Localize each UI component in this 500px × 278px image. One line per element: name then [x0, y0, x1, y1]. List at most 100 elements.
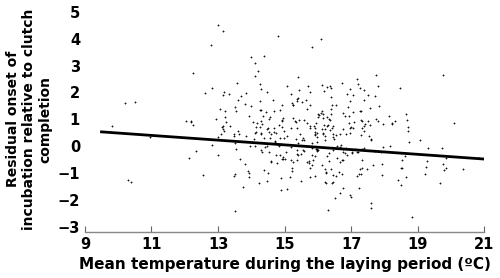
Point [314, 112, 322, 116]
Point [328, 126, 336, 130]
Point [313, 148, 321, 152]
Point [288, 165, 296, 170]
Point [217, 132, 225, 136]
Point [421, 172, 429, 176]
Point [332, 173, 340, 178]
Point [450, 121, 458, 125]
Point [322, 115, 330, 119]
Point [253, 121, 261, 125]
Point [216, 106, 224, 111]
Point [308, 140, 316, 145]
Point [323, 85, 331, 90]
Point [312, 147, 320, 152]
Point [286, 144, 294, 149]
Point [305, 161, 313, 165]
Point [358, 166, 366, 170]
Point [358, 118, 366, 122]
Point [337, 143, 345, 147]
Point [364, 93, 372, 97]
Point [293, 126, 301, 131]
Point [336, 145, 344, 149]
Point [334, 170, 342, 174]
Point [346, 126, 354, 131]
Point [328, 180, 336, 184]
Point [321, 180, 329, 184]
Point [220, 124, 228, 128]
Point [185, 156, 193, 160]
Point [182, 119, 190, 123]
Point [208, 86, 216, 90]
Point [256, 119, 264, 123]
Point [378, 173, 386, 177]
Point [342, 132, 350, 136]
Point [438, 162, 446, 166]
Point [239, 185, 247, 189]
Point [312, 121, 320, 126]
Point [318, 127, 326, 131]
Point [356, 109, 364, 113]
Point [298, 179, 306, 183]
Point [424, 158, 432, 163]
Point [244, 169, 252, 173]
Point [324, 208, 332, 212]
Point [368, 138, 376, 142]
Point [190, 71, 198, 75]
Point [146, 134, 154, 139]
Point [324, 123, 332, 128]
Point [252, 125, 260, 129]
Point [247, 103, 255, 108]
Point [232, 147, 240, 152]
Point [237, 94, 245, 98]
Point [402, 112, 410, 116]
Point [232, 109, 240, 113]
Point [367, 201, 375, 205]
Point [271, 139, 279, 144]
Point [354, 174, 362, 178]
Point [340, 126, 347, 131]
Point [344, 92, 351, 96]
Point [442, 155, 450, 160]
Point [291, 119, 299, 124]
Point [268, 158, 276, 163]
Point [288, 158, 296, 162]
Point [306, 125, 314, 130]
Point [292, 120, 300, 124]
Point [256, 125, 264, 129]
Point [378, 122, 386, 126]
Point [250, 61, 258, 65]
Point [289, 159, 297, 164]
Point [346, 131, 354, 135]
Point [252, 131, 260, 135]
Point [128, 180, 136, 185]
Point [258, 150, 266, 155]
Point [338, 81, 346, 85]
Point [278, 125, 286, 129]
Point [440, 168, 448, 173]
Point [258, 122, 266, 126]
Point [302, 106, 310, 111]
Point [302, 160, 310, 164]
Point [316, 110, 324, 115]
Point [311, 173, 319, 178]
Point [198, 173, 206, 177]
Point [278, 118, 285, 123]
Point [366, 106, 374, 111]
Point [385, 114, 393, 119]
Point [386, 144, 394, 149]
X-axis label: Mean temperature during the laying period (ºC): Mean temperature during the laying perio… [78, 257, 490, 272]
Point [354, 149, 362, 154]
Point [288, 169, 296, 173]
Point [300, 138, 308, 142]
Point [318, 83, 326, 87]
Point [339, 147, 347, 151]
Point [290, 103, 298, 107]
Point [322, 170, 330, 174]
Point [331, 196, 339, 200]
Point [255, 180, 263, 185]
Point [288, 126, 296, 130]
Point [226, 124, 234, 128]
Point [270, 125, 278, 130]
Point [388, 122, 396, 127]
Point [272, 130, 280, 135]
Point [262, 110, 270, 114]
